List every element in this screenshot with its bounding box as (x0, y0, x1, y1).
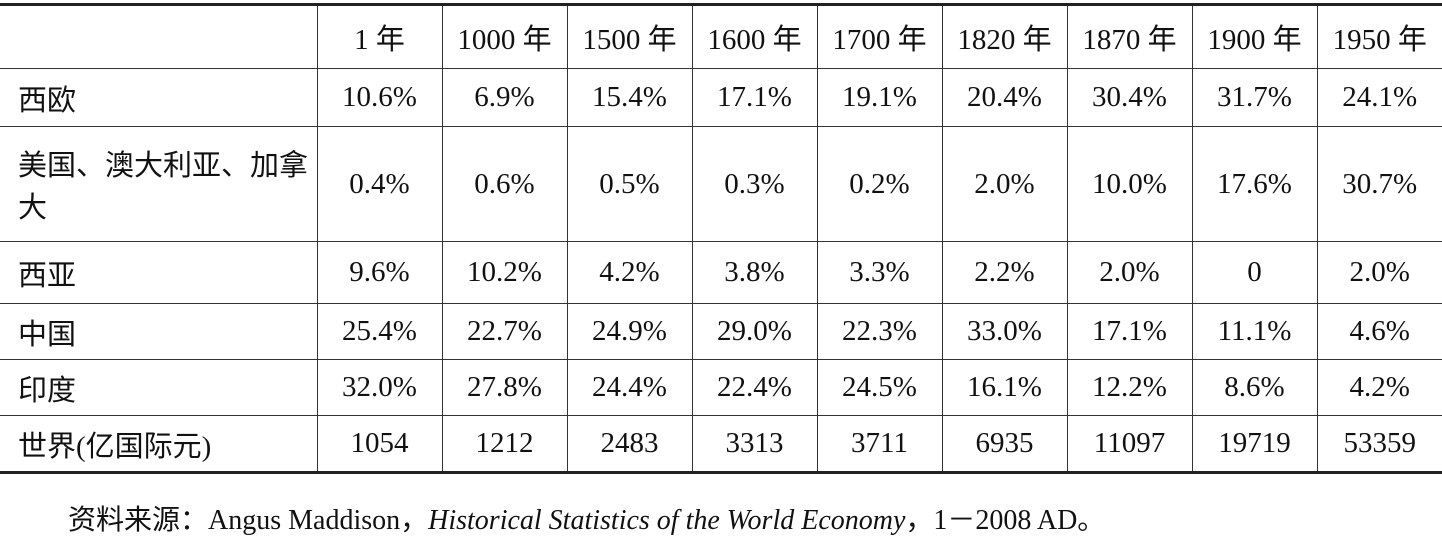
table-cell: 0.6% (441, 126, 568, 242)
table-cell: 2.0% (941, 126, 1068, 242)
table-row: 西亚 9.6% 10.2% 4.2% 3.8% 3.3% 2.2% 2.0% 0 2.0% (0, 241, 1442, 304)
note-prefix: 资料来源：Angus Maddison， (68, 505, 429, 536)
table-cell: 3.8% (691, 241, 818, 304)
table-cell: 3.3% (816, 241, 943, 304)
table-cell: 4.2% (1316, 359, 1442, 416)
row-label: 世界(亿国际元) (0, 415, 318, 474)
table-row: 印度 32.0% 27.8% 24.4% 22.4% 24.5% 16.1% 12.2% 8.6… (0, 359, 1442, 416)
header-cell: 1000 年 (441, 3, 568, 69)
table-cell: 16.1% (941, 359, 1068, 416)
table-cell: 24.9% (566, 303, 693, 360)
row-label: 中国 (0, 303, 318, 360)
header-cell: 1870 年 (1066, 3, 1193, 69)
table-cell: 53359 (1316, 415, 1442, 474)
table-cell: 2.0% (1066, 241, 1193, 304)
table-cell: 1054 (316, 415, 443, 474)
table-cell: 4.6% (1316, 303, 1442, 360)
table-row: 西欧 10.6% 6.9% 15.4% 17.1% 19.1% 20.4% 30.4% 31.7… (0, 68, 1442, 127)
table-cell: 24.5% (816, 359, 943, 416)
table-cell: 25.4% (316, 303, 443, 360)
table-row: 中国 25.4% 22.7% 24.9% 29.0% 22.3% 33.0% 17.1% 11.… (0, 303, 1442, 360)
table-cell: 20.4% (941, 68, 1068, 127)
table-cell: 12.2% (1066, 359, 1193, 416)
table-cell: 2.2% (941, 241, 1068, 304)
table-cell: 19.1% (816, 68, 943, 127)
table-cell: 0 (1191, 241, 1318, 304)
table-row: 美国、澳大利亚、加拿大 0.4% 0.6% 0.5% 0.3% 0.2% 2.0% 10.0%… (0, 126, 1442, 242)
table-cell: 30.7% (1316, 126, 1442, 242)
table-cell: 0.5% (566, 126, 693, 242)
row-label: 西亚 (0, 241, 318, 304)
table-cell: 8.6% (1191, 359, 1318, 416)
table-cell: 17.1% (1066, 303, 1193, 360)
table-cell: 22.7% (441, 303, 568, 360)
table-row: 世界(亿国际元) 1054 1212 2483 3313 3711 6935 11097 197… (0, 415, 1442, 474)
table-cell: 31.7% (1191, 68, 1318, 127)
row-label: 西欧 (0, 68, 318, 127)
table-cell: 10.0% (1066, 126, 1193, 242)
table-cell: 24.1% (1316, 68, 1442, 127)
table-cell: 30.4% (1066, 68, 1193, 127)
table-cell: 22.3% (816, 303, 943, 360)
table-cell: 6935 (941, 415, 1068, 474)
header-cell: 1500 年 (566, 3, 693, 69)
table-cell: 33.0% (941, 303, 1068, 360)
table-cell: 0.2% (816, 126, 943, 242)
table-cell: 32.0% (316, 359, 443, 416)
table-cell: 6.9% (441, 68, 568, 127)
table-cell: 24.4% (566, 359, 693, 416)
table-cell: 1212 (441, 415, 568, 474)
table-cell: 27.8% (441, 359, 568, 416)
table-cell: 3711 (816, 415, 943, 474)
table-cell: 29.0% (691, 303, 818, 360)
header-cell: 1900 年 (1191, 3, 1318, 69)
header-cell: 1820 年 (941, 3, 1068, 69)
table-cell: 10.6% (316, 68, 443, 127)
table-cell: 17.6% (1191, 126, 1318, 242)
table-cell: 9.6% (316, 241, 443, 304)
table-cell: 17.1% (691, 68, 818, 127)
table-cell: 0.3% (691, 126, 818, 242)
table-cell: 4.2% (566, 241, 693, 304)
table-cell: 22.4% (691, 359, 818, 416)
table-cell: 3313 (691, 415, 818, 474)
table-cell: 0.4% (316, 126, 443, 242)
corner-cell (0, 3, 318, 69)
header-cell: 1 年 (316, 3, 443, 69)
table-cell: 2.0% (1316, 241, 1442, 304)
table-cell: 19719 (1191, 415, 1318, 474)
table-cell: 10.2% (441, 241, 568, 304)
header-cell: 1950 年 (1316, 3, 1442, 69)
note-title: Historical Statistics of the World Econo… (428, 505, 906, 536)
source-note: 资料来源：Angus Maddison，Historical Statistic… (0, 498, 1442, 538)
table-cell: 11097 (1066, 415, 1193, 474)
header-cell: 1600 年 (691, 3, 818, 69)
table-cell: 2483 (566, 415, 693, 474)
row-label: 美国、澳大利亚、加拿大 (0, 126, 318, 242)
row-label: 印度 (0, 359, 318, 416)
header-cell: 1700 年 (816, 3, 943, 69)
table-cell: 11.1% (1191, 303, 1318, 360)
note-suffix: ，1－2008 AD。 (905, 505, 1106, 536)
table-cell: 15.4% (566, 68, 693, 127)
